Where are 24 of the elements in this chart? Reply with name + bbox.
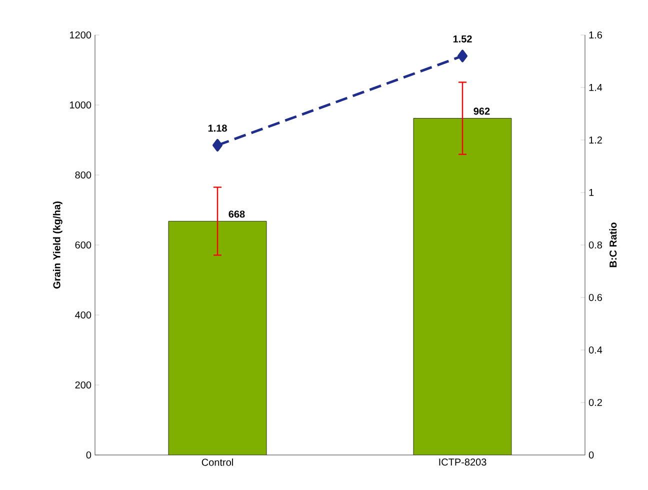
y-tick-label: 0 — [86, 451, 92, 459]
data-label: 668 — [228, 210, 245, 218]
y2-tick-label: 0.6 — [588, 294, 602, 302]
y2-axis-title: B:C Ratio — [609, 222, 617, 268]
y-tick-label: 1200 — [70, 31, 92, 39]
y2-tick-label: 0.2 — [588, 398, 602, 406]
y2-tick-label: 1 — [589, 189, 594, 196]
y-tick-label: 600 — [75, 241, 92, 249]
y2-tick-label: 0 — [588, 451, 594, 459]
y-tick-label: 800 — [75, 171, 92, 179]
y2-tick-label: 1.2 — [589, 136, 602, 144]
y-tick-label: 200 — [75, 381, 92, 389]
y-tick-label: 400 — [75, 311, 92, 319]
y-tick-label: 1000 — [70, 101, 92, 109]
y2-tick-label: 1.6 — [589, 31, 602, 39]
data-label: 962 — [474, 108, 490, 115]
x-tick-label: Control — [202, 458, 233, 466]
data-label: 1.52 — [453, 35, 472, 42]
y2-tick-label: 0.4 — [588, 346, 602, 354]
y-axis-title: Grain Yield (kg/ha) — [53, 201, 62, 289]
y2-tick-label: 1.4 — [589, 84, 602, 91]
x-tick-label: ICTP-8203 — [439, 458, 486, 466]
data-label: 1.18 — [208, 124, 227, 132]
y2-tick-label: 0.8 — [588, 241, 602, 249]
